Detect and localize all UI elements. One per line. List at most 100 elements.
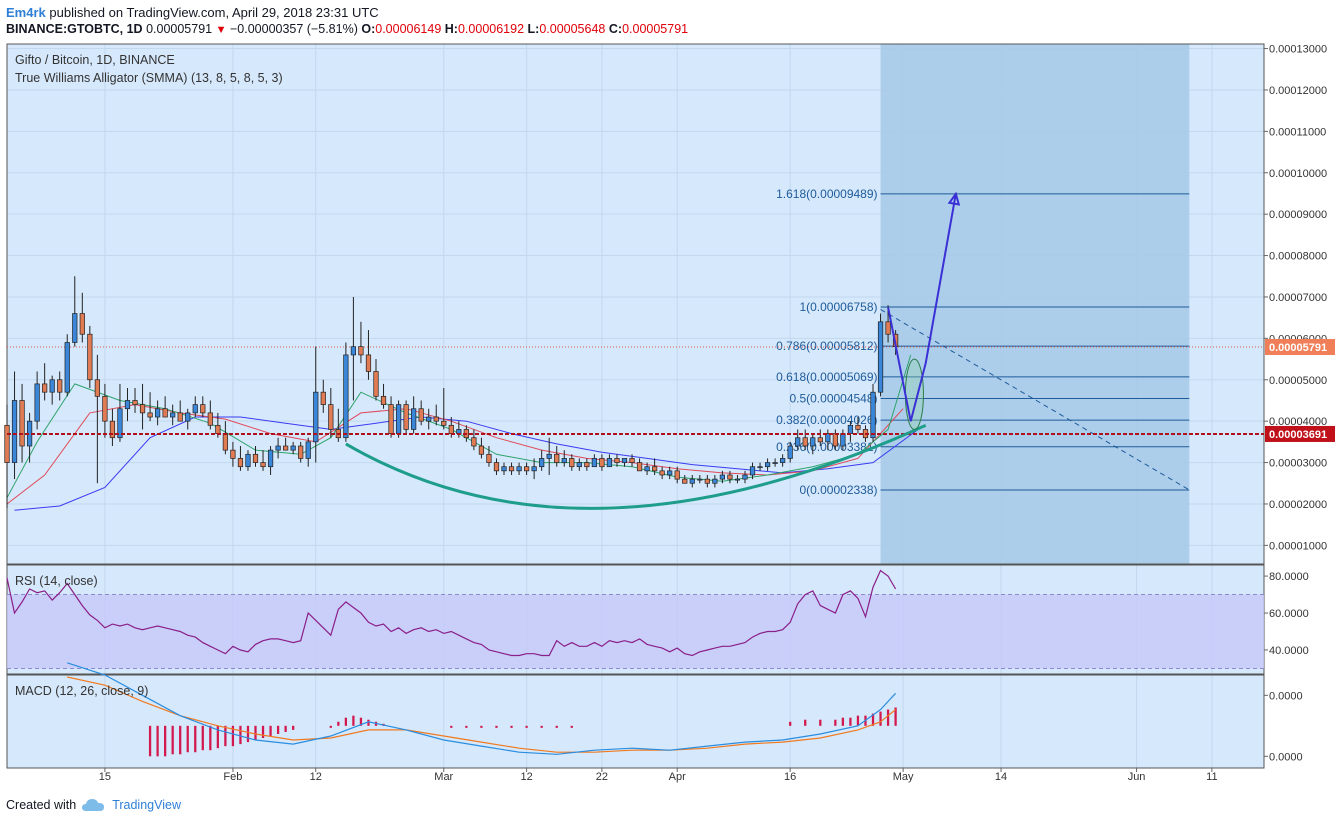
candle-body (448, 424, 454, 434)
candle-body (787, 445, 793, 459)
candle-body (614, 458, 620, 463)
high-label: H: (444, 22, 458, 36)
x-axis-tick-label: 12 (310, 771, 322, 783)
macd-histogram-bar (284, 725, 287, 732)
macd-histogram-bar (156, 725, 159, 757)
x-axis-tick-label: 22 (596, 771, 608, 783)
chart-svg[interactable]: 1.618(0.00009489) 1(0.00006758) 0.786(0.00… (0, 40, 1341, 792)
candle-body (493, 462, 500, 472)
candle-body (177, 412, 183, 422)
candle-body (554, 453, 560, 463)
candle-body (42, 383, 48, 393)
x-axis-tick-label: Jun (1128, 771, 1146, 783)
candle-body (772, 462, 778, 464)
candle-body (403, 404, 409, 430)
macd-histogram-bar (540, 725, 543, 728)
candle-body (237, 458, 244, 468)
macd-histogram-bar (216, 725, 219, 749)
candle-body (636, 462, 643, 472)
last-price-axis-label: 0.00005791 (1269, 342, 1327, 354)
x-axis-tick-label: Feb (223, 771, 242, 783)
macd-histogram-bar (510, 725, 513, 728)
candle-body (350, 346, 357, 356)
candle-body (621, 458, 628, 463)
macd-histogram-bar (841, 717, 845, 726)
fib-level-label: 1(0.00006758) (799, 300, 877, 314)
candle-body (155, 408, 161, 418)
published-text: published on TradingView.com, April 29, … (49, 5, 379, 20)
candle-body (832, 433, 838, 447)
candle-body (94, 379, 100, 397)
candle-body (260, 462, 266, 468)
macd-histogram-bar (179, 725, 182, 755)
x-axis-tick-label: 15 (99, 771, 111, 783)
candle-body (870, 391, 876, 439)
fib-level-label: 0.618(0.00005069) (776, 370, 877, 384)
footer: Created with TradingView (6, 798, 181, 812)
candle-body (365, 354, 372, 372)
fib-level-label: 0.786(0.00005812) (776, 339, 877, 353)
candle-body (561, 458, 567, 463)
candle-body (275, 445, 281, 451)
macd-histogram-bar (879, 711, 882, 726)
candle-body (682, 478, 688, 484)
y-axis-tick-label: 0.00008000 (1269, 251, 1327, 263)
candle-body (215, 424, 221, 434)
chart-area[interactable]: 1.618(0.00009489) 1(0.00006758) 0.786(0.00… (0, 40, 1341, 792)
last-price: 0.00005791 (146, 22, 213, 36)
candle-body (395, 404, 402, 434)
candle-body (847, 424, 854, 434)
candle-body (810, 437, 816, 447)
last-price-axis-label-bg (1265, 339, 1335, 356)
candle-body (478, 445, 485, 455)
macd-histogram-bar (201, 725, 204, 751)
close-value: 0.00005791 (622, 22, 689, 36)
candle-body (433, 416, 439, 422)
fib-diagonal-line (880, 308, 1190, 491)
y-axis-tick-label: 0.00004000 (1269, 416, 1327, 428)
y-axis-tick-label: 0.00001000 (1269, 540, 1327, 552)
tradingview-brand[interactable]: TradingView (112, 798, 181, 812)
candle-body (426, 416, 432, 422)
y-axis-tick-label: 0.00013000 (1269, 44, 1327, 56)
alligator-jaw-line (14, 416, 919, 511)
macd-histogram-bar (849, 717, 852, 726)
candle-body (79, 313, 85, 335)
candle-body (49, 379, 55, 393)
candle-body (471, 437, 477, 447)
candle-body (252, 453, 259, 463)
candle-body (644, 466, 650, 472)
x-axis-tick-label: Mar (434, 771, 453, 783)
rsi-axis-tick-label: 80.0000 (1269, 571, 1309, 583)
candle-body (825, 433, 831, 443)
candle-body (606, 458, 613, 468)
y-axis-tick-label: 0.00005000 (1269, 375, 1327, 387)
candle-body (117, 408, 123, 439)
projection-path (887, 193, 957, 422)
support-axis-label-bg (1265, 425, 1335, 442)
candle-body (697, 478, 703, 481)
close-label: C: (608, 22, 623, 36)
y-axis-tick-label: 0.00003000 (1269, 458, 1327, 470)
candle-body (817, 437, 823, 443)
macd-histogram-bar (819, 719, 822, 726)
macd-histogram-bar (261, 725, 265, 739)
candle-body (64, 342, 70, 393)
macd-histogram-bar (164, 725, 167, 757)
symbol-info-bar: BINANCE:GTOBTC, 1D 0.00005791 ▼ −0.00000… (6, 22, 688, 36)
macd-histogram-bar (329, 725, 332, 728)
candle-body (162, 408, 168, 418)
alligator-indicator-label: True Williams Alligator (SMMA) (13, 8, 5… (15, 71, 283, 85)
macd-histogram-bar (224, 725, 227, 747)
macd-pane-title: MACD (12, 26, close, 9) (15, 684, 148, 698)
candle-body (704, 478, 710, 484)
candle-body (305, 441, 311, 459)
candle-body (380, 395, 387, 405)
author-link[interactable]: Em4rk (6, 5, 46, 20)
candle-body (34, 383, 40, 422)
macd-histogram-bar (186, 725, 189, 753)
candle-body (313, 391, 319, 443)
candle-body (57, 379, 63, 393)
macd-axis-tick-label: 0.0000 (1269, 751, 1303, 763)
open-value: 0.00006149 (375, 22, 442, 36)
